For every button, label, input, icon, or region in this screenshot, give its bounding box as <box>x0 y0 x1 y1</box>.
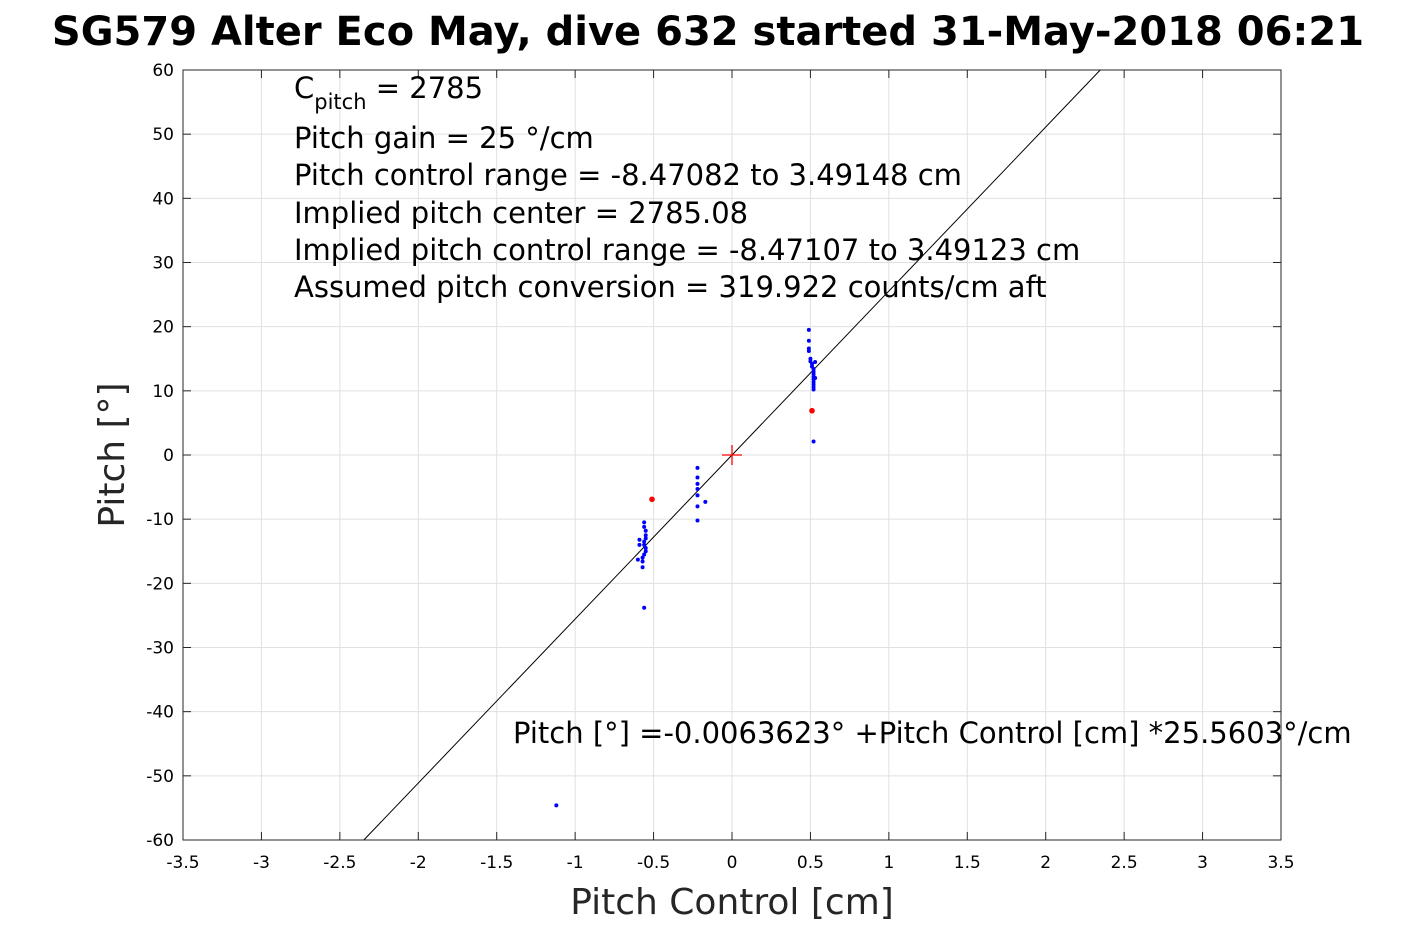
data-point <box>643 528 648 533</box>
c-pitch-subscript: pitch <box>314 90 366 114</box>
tick-marks <box>182 69 1282 841</box>
y-tick-label: -30 <box>146 639 174 659</box>
x-tick-label: 1 <box>883 853 894 873</box>
data-point <box>695 487 700 492</box>
y-tick-label: -50 <box>146 767 174 787</box>
data-point <box>635 557 640 562</box>
data-point <box>806 327 811 332</box>
data-point <box>695 465 700 470</box>
data-point <box>813 359 818 364</box>
data-point <box>695 475 700 480</box>
y-tick-label: -40 <box>146 703 174 723</box>
data-point <box>642 605 647 610</box>
x-tick-label: 2 <box>1040 853 1051 873</box>
fit-equation-annotation: Pitch [°] =-0.0063623° +Pitch Control [c… <box>513 716 1352 750</box>
data-point <box>640 555 645 560</box>
implied-pitch-range-annotation: Implied pitch control range = -8.47107 t… <box>294 233 1080 267</box>
pitch-control-range-annotation: Pitch control range = -8.47082 to 3.4914… <box>294 158 962 192</box>
data-point <box>554 803 559 808</box>
data-point <box>695 481 700 486</box>
data-point <box>643 546 648 551</box>
x-tick-label: 3.5 <box>1267 853 1294 873</box>
data-point <box>643 536 648 541</box>
y-tick-label: 20 <box>152 318 174 338</box>
y-tick-label: 10 <box>152 382 174 402</box>
y-tick-label: 30 <box>152 254 174 274</box>
y-tick-label: 60 <box>152 61 174 81</box>
data-point <box>637 542 642 547</box>
x-tick-label: -2.5 <box>323 853 356 873</box>
data-point <box>703 499 708 504</box>
data-point <box>695 493 700 498</box>
data-point <box>637 537 642 542</box>
y-axis-label: Pitch [°] <box>92 382 133 527</box>
x-tick-label: -3.5 <box>166 853 199 873</box>
c-pitch-symbol: C <box>294 71 314 105</box>
implied-pitch-center-annotation: Implied pitch center = 2785.08 <box>294 196 748 230</box>
y-tick-label: -20 <box>146 574 174 594</box>
pitch-gain-annotation: Pitch gain = 25 °/cm <box>294 121 594 155</box>
y-tick-label: 50 <box>152 125 174 145</box>
c-pitch-value: = 2785 <box>367 71 484 105</box>
y-tick-label: -10 <box>146 510 174 530</box>
data-point <box>642 520 647 525</box>
data-point <box>642 552 647 557</box>
x-tick-label: -2 <box>410 853 427 873</box>
y-tick-label: -60 <box>146 831 174 851</box>
data-point <box>642 524 647 529</box>
data-point <box>643 533 648 538</box>
data-point <box>643 549 648 554</box>
x-tick-label: 3 <box>1197 853 1208 873</box>
x-tick-label: -1 <box>567 853 584 873</box>
x-axis-label: Pitch Control [cm] <box>570 882 894 923</box>
x-tick-label: 0.5 <box>797 853 824 873</box>
data-point <box>642 542 647 547</box>
tick-labels: -3.5 -3 -2.5 -2 -1.5 -1 -0.5 0 0.5 1 1.5 2 2.5 3 3.5 60… <box>146 61 1294 873</box>
data-point <box>811 439 816 444</box>
data-point <box>809 407 815 414</box>
data-point <box>813 376 818 380</box>
x-tick-label: -3 <box>253 853 270 873</box>
x-tick-label: -1.5 <box>480 853 513 873</box>
data-point <box>640 565 645 570</box>
data-point <box>806 338 811 343</box>
chart-title: SG579 Alter Eco May, dive 632 started 31… <box>52 9 1364 55</box>
x-tick-label: 1.5 <box>954 853 981 873</box>
y-tick-label: 0 <box>163 446 174 466</box>
x-tick-label: -0.5 <box>637 853 670 873</box>
data-point <box>695 504 700 509</box>
data-point <box>642 539 647 544</box>
x-tick-label: 0 <box>727 853 738 873</box>
x-tick-label: 2.5 <box>1111 853 1138 873</box>
data-point <box>695 518 700 523</box>
c-pitch-annotation: Cpitch = 2785 <box>294 71 483 114</box>
data-point <box>640 559 645 564</box>
pitch-conversion-annotation: Assumed pitch conversion = 319.922 count… <box>294 270 1047 304</box>
y-tick-label: 40 <box>152 189 174 209</box>
data-point <box>806 349 811 354</box>
data-point <box>649 496 655 503</box>
data-point <box>811 387 816 392</box>
data-layer <box>363 69 1101 841</box>
